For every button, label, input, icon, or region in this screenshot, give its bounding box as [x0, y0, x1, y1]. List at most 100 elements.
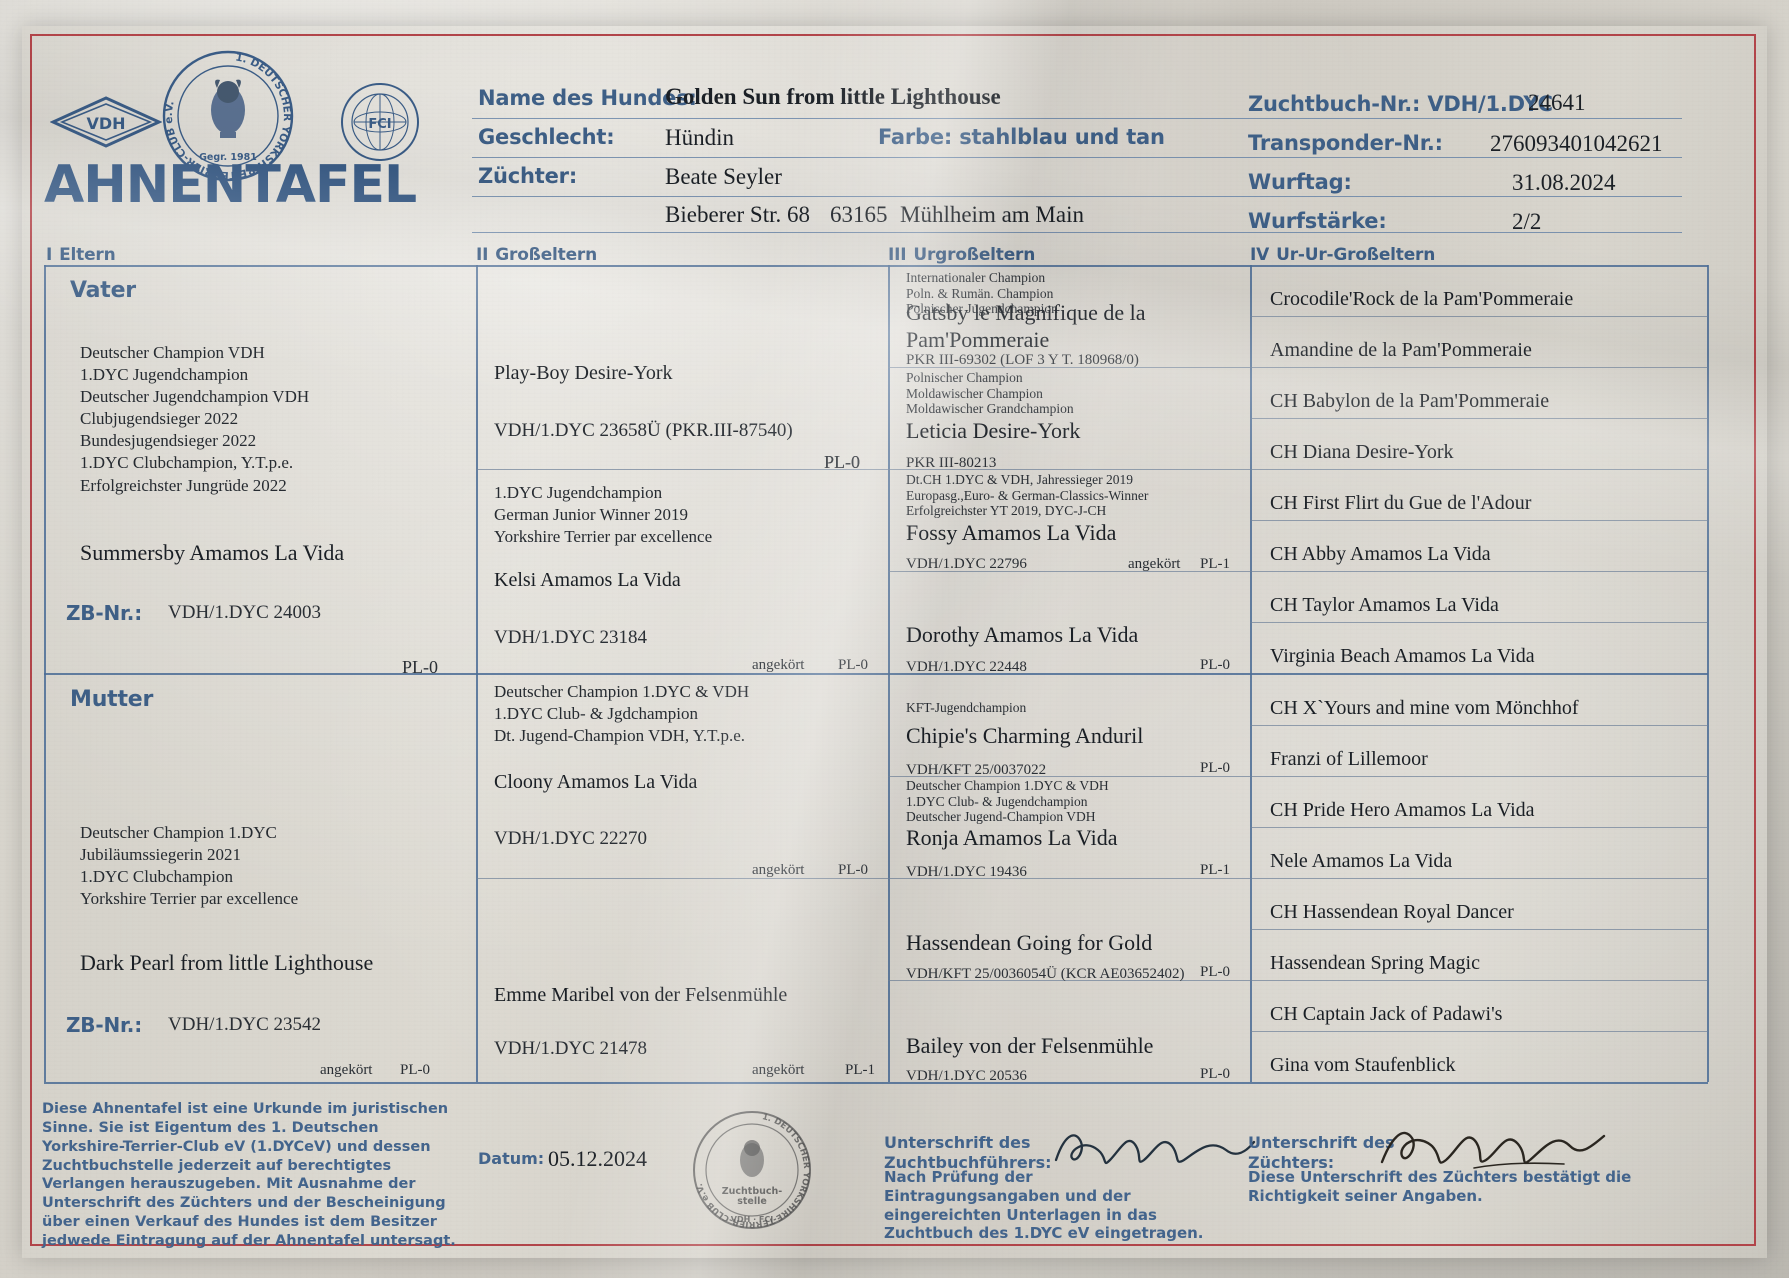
- grandparent-2-title-0: 1.DYC Jugendchampion: [494, 483, 663, 502]
- father-title-0: Deutscher Champion VDH: [80, 343, 265, 362]
- grandparent-1-name: Play-Boy Desire-York: [494, 362, 673, 384]
- grid-ggp-split-2: [888, 469, 1250, 470]
- grid-gggp-split-9: [1250, 725, 1708, 726]
- grid-gggp-split-11: [1250, 827, 1708, 828]
- grid-ggp-split-6: [888, 878, 1250, 879]
- ggp-6-titles: Deutscher Champion 1.DYC & VDH 1.DYC Clu…: [906, 778, 1246, 825]
- ggp-2-pl: PL-0: [824, 452, 860, 472]
- value-sex: Hündin: [665, 125, 734, 150]
- label-datum: Datum:: [478, 1149, 545, 1168]
- rule-4: [472, 232, 1682, 233]
- gggp-row-3: CH Babylon de la Pam'Pommeraie: [1270, 390, 1550, 412]
- gggp-row-11: CH Pride Hero Amamos La Vida: [1270, 799, 1535, 821]
- father-title-3: Clubjugendsieger 2022: [80, 409, 239, 429]
- ggp-4-name: Dorothy Amamos La Vida: [906, 622, 1139, 647]
- ggp-1-titles: Internationaler Champion Poln. & Rumän. …: [906, 270, 1246, 317]
- generation-2-number: II: [476, 245, 489, 265]
- value-breeder-name: Beate Seyler: [665, 164, 782, 189]
- grandparent-3-title-1: 1.DYC Club- & Jgdchampion: [494, 704, 698, 724]
- mother-zb-label: ZB-Nr.:: [66, 1013, 142, 1037]
- value-studbook-number: 24641: [1528, 90, 1586, 115]
- grandparent-3-titles: Deutscher Champion 1.DYC & VDH 1.DYC Clu…: [494, 681, 884, 747]
- grandparent-3-angekoert: angekört: [752, 862, 805, 878]
- ggp-6-reg: VDH/1.DYC 19436: [906, 864, 1027, 880]
- ggp-1-title-1: Poln. & Rumän. Champion: [906, 285, 1054, 301]
- mother-zb-value: VDH/1.DYC 23542: [168, 1014, 322, 1035]
- ggp-7-name: Hassendean Going for Gold: [906, 930, 1153, 955]
- label-zuechter: Züchter:: [478, 164, 578, 188]
- generation-1-label: Eltern: [59, 245, 116, 265]
- grid-ggp-split-1: [888, 367, 1250, 368]
- grid-ggp-split-7: [888, 980, 1250, 981]
- ggp-3-title-2: Erfolgreichster YT 2019, DYC-J-CH: [906, 503, 1107, 519]
- grid-gggp-split-13: [1250, 929, 1708, 930]
- grid-gggp-split-3: [1250, 418, 1708, 419]
- svg-text:Zuchtbuch-: Zuchtbuch-: [722, 1186, 783, 1197]
- grid-gggp-split-12: [1250, 878, 1708, 879]
- grid-gggp-split-4: [1250, 469, 1708, 470]
- gggp-row-5: CH First Flirt du Gue de l'Adour: [1270, 492, 1532, 514]
- ggp-1-name: Gatsby le Magnifique de la Pam'Pommeraie: [906, 300, 1146, 352]
- ggp-2-name: Leticia Desire-York: [906, 418, 1081, 443]
- grid-gggp-split-15: [1250, 1031, 1708, 1032]
- grandparent-2-angekoert: angekört: [752, 657, 805, 673]
- father-title-4: Bundesjugendsieger 2022: [80, 431, 257, 451]
- generation-header-3: III Urgroßeltern: [888, 245, 1035, 265]
- label-transponder-nr: Transponder-Nr.:: [1248, 131, 1443, 155]
- ggp-2-title-1: Moldawischer Champion: [906, 385, 1043, 401]
- grid-gggp-split-14: [1250, 980, 1708, 981]
- grandparent-2-name: Kelsi Amamos La Vida: [494, 569, 681, 591]
- label-zuchtbuch-nr: Zuchtbuch-Nr.: VDH/1.DYC: [1248, 92, 1553, 116]
- gggp-row-13: CH Hassendean Royal Dancer: [1270, 901, 1514, 923]
- value-breeder-zip: 63165: [830, 202, 888, 227]
- grandparent-1-reg: VDH/1.DYC 23658Ü (PKR.III-87540): [494, 420, 793, 441]
- ggp-4-pl: PL-0: [1200, 657, 1230, 673]
- ggp-5-titles: KFT-Jugendchampion: [906, 700, 1246, 716]
- gggp-row-4: CH Diana Desire-York: [1270, 441, 1454, 463]
- legal-notice-text: Diese Ahnentafel ist eine Urkunde im jur…: [42, 1101, 456, 1249]
- grid-gggp-split-8: [1250, 673, 1708, 675]
- generation-header-4: IV Ur-Ur-Großeltern: [1250, 245, 1435, 265]
- value-date: 05.12.2024: [548, 1146, 647, 1171]
- gggp-row-2: Amandine de la Pam'Pommeraie: [1270, 339, 1532, 361]
- father-title-5: 1.DYC Clubchampion, Y.T.p.e.: [80, 453, 294, 473]
- ggp-7-pl: PL-0: [1200, 964, 1230, 980]
- label-wurftag: Wurftag:: [1248, 170, 1352, 194]
- generation-3-number: III: [888, 245, 907, 265]
- value-breeder-street: Bieberer Str. 68: [665, 202, 810, 227]
- mother-title-1: Jubiläumssiegerin 2021: [80, 845, 242, 865]
- gggp-row-16: Gina vom Staufenblick: [1270, 1054, 1456, 1076]
- generation-3-label: Urgroßeltern: [913, 245, 1036, 265]
- grid-gggp-split-6: [1250, 571, 1708, 572]
- gggp-row-10: Franzi of Lillemoor: [1270, 748, 1428, 770]
- grandparent-2-title-2: Yorkshire Terrier par excellence: [494, 527, 713, 547]
- ggp-6-title-1: 1.DYC Club- & Jugendchampion: [906, 793, 1088, 809]
- ggp-6-pl: PL-1: [1200, 862, 1230, 878]
- svg-text:VDH: VDH: [86, 114, 125, 133]
- rule-2: [472, 157, 1682, 158]
- page-title: AHNENTAFEL: [44, 155, 417, 215]
- grid-gggp-split-5: [1250, 520, 1708, 521]
- ggp-3-title-0: Dt.CH 1.DYC & VDH, Jahressieger 2019: [906, 472, 1133, 487]
- mother-label: Mutter: [70, 687, 154, 712]
- father-pl: PL-0: [402, 657, 438, 677]
- ggp-6-name: Ronja Amamos La Vida: [906, 825, 1118, 850]
- gggp-row-6: CH Abby Amamos La Vida: [1270, 543, 1491, 565]
- value-dog-name: Golden Sun from little Lighthouse: [665, 84, 1001, 109]
- grandparent-3-title-0: Deutscher Champion 1.DYC & VDH: [494, 682, 750, 701]
- gggp-row-14: Hassendean Spring Magic: [1270, 952, 1480, 974]
- grid-ggp-split-4: [888, 673, 1250, 675]
- label-signature-breeder: Unterschrift des Züchters:: [1248, 1133, 1395, 1172]
- father-name: Summersby Amamos La Vida: [80, 540, 345, 565]
- gggp-row-15: CH Captain Jack of Padawi's: [1270, 1003, 1503, 1025]
- gggp-row-9: CH X`Yours and mine vom Mönchhof: [1270, 697, 1579, 719]
- father-title-2: Deutscher Jugendchampion VDH: [80, 387, 310, 407]
- ggp-3-titles: Dt.CH 1.DYC & VDH, Jahressieger 2019 Eur…: [906, 472, 1251, 519]
- grid-gggp-split-2: [1250, 367, 1708, 368]
- svg-text:stelle: stelle: [737, 1196, 767, 1207]
- generation-header-1: I Eltern: [46, 245, 116, 265]
- grandparent-1-pl: PL-0: [824, 452, 860, 472]
- ggp-1-reg: PKR III-69302 (LOF 3 Y T. 180968/0): [906, 352, 1139, 368]
- ggp-7-reg: VDH/KFT 25/0036054Ü (KCR AE03652402): [906, 966, 1185, 982]
